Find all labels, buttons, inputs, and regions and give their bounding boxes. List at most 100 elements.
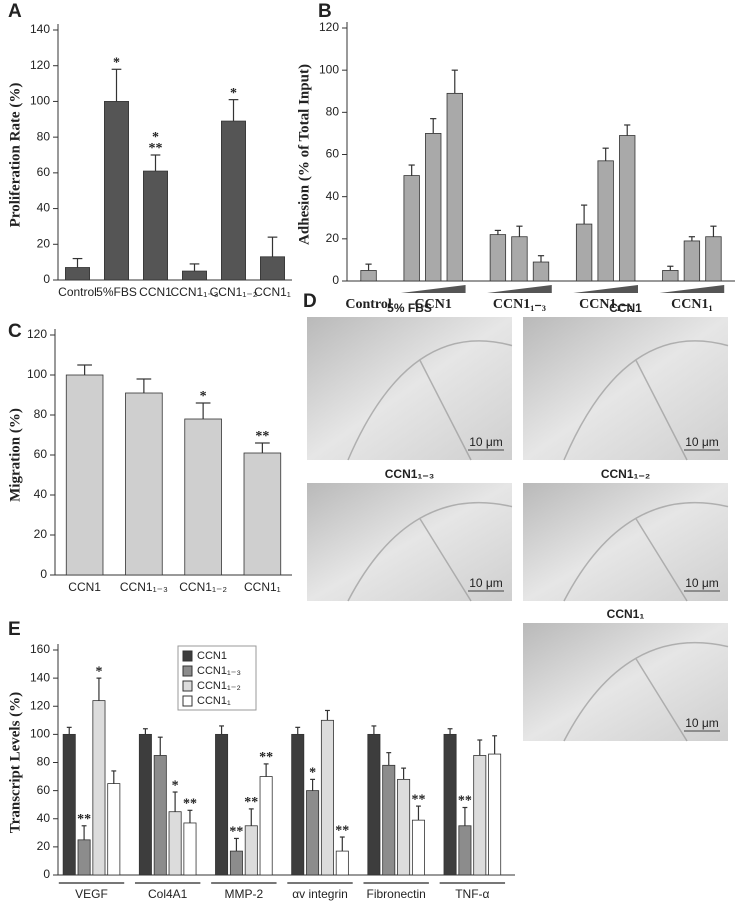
- significance: *: [152, 130, 159, 145]
- bar: [125, 392, 163, 576]
- y-tick-label: 40: [37, 811, 51, 825]
- group-label: Control: [345, 297, 392, 312]
- bar: [360, 270, 377, 282]
- error-bar: [688, 236, 695, 241]
- significance: *: [113, 56, 120, 71]
- x-tick-label: CCN1₁₋₃: [120, 580, 168, 594]
- bar: [705, 236, 722, 282]
- bar: [168, 811, 182, 876]
- significance: **: [77, 812, 91, 827]
- bar: [662, 270, 679, 282]
- scale-label: 10 μm: [685, 576, 719, 590]
- micrograph-title: CCN1₁₋₃: [385, 467, 435, 481]
- bar: [259, 776, 273, 876]
- x-tick-label: TNF-α: [455, 887, 489, 901]
- error-bar: [157, 736, 163, 756]
- y-tick-label: 20: [326, 231, 340, 245]
- significance: *: [95, 664, 102, 679]
- bar: [138, 733, 152, 876]
- error-bar: [537, 255, 545, 263]
- significance: *: [172, 778, 179, 793]
- y-tick-label: 120: [27, 327, 47, 341]
- bar: [107, 783, 121, 876]
- bar: [597, 160, 614, 282]
- legend-swatch: [182, 695, 193, 707]
- legend-swatch: [182, 650, 193, 662]
- error-bar: [233, 837, 239, 852]
- micrograph-texture: [563, 501, 729, 602]
- bar: [184, 418, 222, 576]
- error-bar: [447, 728, 453, 735]
- error-bar: [248, 808, 254, 826]
- error-bar: [228, 99, 239, 122]
- bar: [92, 700, 106, 876]
- error-bar: [325, 709, 330, 721]
- legend-label: CCN1: [197, 650, 227, 662]
- significance: **: [229, 825, 243, 840]
- bar: [260, 256, 285, 281]
- y-axis-label: Proliferation Rate (%): [7, 83, 23, 228]
- error-bar: [516, 225, 523, 237]
- y-axis-label: Transcript Levels (%): [7, 692, 23, 833]
- error-bar: [111, 770, 117, 784]
- y-tick-label: 20: [37, 839, 51, 853]
- significance: **: [458, 794, 472, 809]
- micrograph-texture: [563, 340, 729, 461]
- y-tick-label: 120: [319, 20, 339, 34]
- error-bar: [136, 378, 152, 393]
- bar: [183, 822, 197, 876]
- error-bar: [142, 728, 148, 735]
- bar: [489, 234, 507, 282]
- legend-label: CCN1₁₋₃: [197, 665, 241, 677]
- x-tick-label: CCN1₁: [254, 285, 291, 299]
- bar: [182, 270, 207, 281]
- y-tick-label: 100: [27, 367, 47, 381]
- significance: **: [335, 823, 349, 838]
- bar: [443, 733, 457, 876]
- bar: [511, 236, 528, 282]
- bar: [335, 850, 349, 876]
- x-tick-label: CCN1₁₋₂: [210, 285, 258, 299]
- bar: [446, 92, 463, 282]
- x-tick-label: VEGF: [75, 887, 108, 901]
- x-tick-label: Col4A1: [148, 887, 188, 901]
- y-tick-label: 80: [37, 129, 51, 143]
- error-bar: [451, 69, 458, 94]
- y-axis-label: Migration (%): [7, 408, 23, 502]
- x-tick-label: 5%FBS: [96, 285, 137, 299]
- bar: [215, 733, 229, 876]
- bar: [77, 839, 91, 876]
- y-tick-label: 80: [34, 407, 48, 421]
- bar: [243, 452, 282, 576]
- bar: [65, 374, 104, 576]
- micrograph-title: CCN1₁: [607, 607, 645, 621]
- panel-label: D: [303, 291, 317, 312]
- micrograph-title: 5% FBS: [387, 301, 432, 315]
- y-tick-label: 140: [30, 670, 50, 684]
- bar: [229, 850, 243, 876]
- group-label: CCN1₁₋₂: [579, 297, 632, 312]
- x-tick-label: CCN1: [139, 285, 172, 299]
- legend-label: CCN1₁₋₂: [197, 680, 241, 692]
- bar: [488, 753, 502, 876]
- y-tick-label: 120: [30, 58, 50, 72]
- error-bar: [430, 118, 437, 134]
- bar: [104, 101, 129, 281]
- error-bar: [581, 204, 588, 225]
- y-tick-label: 80: [37, 755, 51, 769]
- bar: [403, 175, 420, 282]
- bar: [306, 790, 320, 876]
- y-tick-label: 60: [326, 147, 340, 161]
- bar: [320, 719, 334, 876]
- x-tick-label: αv integrin: [292, 887, 348, 901]
- bar: [425, 133, 442, 282]
- error-bar: [263, 763, 269, 777]
- bar: [153, 755, 167, 876]
- error-bar: [365, 263, 372, 271]
- micrograph-texture: [563, 641, 729, 742]
- bar: [221, 120, 246, 281]
- bar: [382, 764, 396, 876]
- panel-label: A: [8, 1, 22, 22]
- error-bar: [602, 147, 609, 161]
